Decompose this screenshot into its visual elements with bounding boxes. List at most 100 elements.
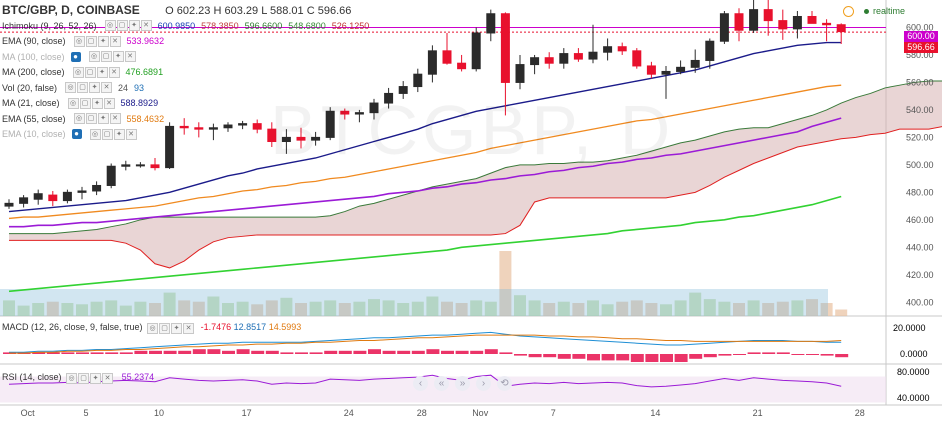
- candle-body: [617, 46, 627, 52]
- indicator-label: EMA (90, close): [2, 36, 66, 46]
- legend-buttons[interactable]: ◎ ▢ ✦ ✕: [72, 66, 120, 78]
- indicator-legend-row[interactable]: EMA (10, close) ● ◎ ▢ ✦ ✕: [2, 128, 137, 140]
- volume-bar: [353, 301, 366, 316]
- indicator-value: 93: [134, 82, 145, 93]
- legend-buttons[interactable]: ◎ ▢ ✦ ✕: [67, 97, 115, 109]
- macd-histogram-bar: [76, 352, 89, 354]
- indicator-label: EMA (10, close): [2, 129, 66, 139]
- macd-signal-line: [9, 334, 842, 354]
- macd-histogram-bar: [338, 350, 352, 354]
- indicator-value: 548.6800: [288, 20, 326, 31]
- y-tick-label: 420.00: [906, 270, 934, 280]
- macd-histogram-bar: [149, 350, 162, 354]
- scroll-end-icon[interactable]: »: [455, 376, 470, 391]
- candle-body: [734, 13, 744, 31]
- volume-bar: [338, 303, 351, 316]
- volume-bar: [265, 300, 278, 316]
- candle-body: [384, 92, 394, 104]
- volume-bar: [441, 301, 453, 316]
- candle-body: [121, 164, 131, 167]
- candle-body: [413, 73, 423, 88]
- legend-buttons[interactable]: ◎ ▢ ✦ ✕: [73, 35, 121, 47]
- indicator-legend-row[interactable]: EMA (90, close) ◎ ▢ ✦ ✕ 533.9632: [2, 35, 165, 47]
- candle-body: [92, 184, 102, 192]
- y-tick-label: 540.00: [906, 105, 934, 115]
- volume-bar: [90, 301, 103, 316]
- y-tick-label: 400.00: [906, 297, 934, 307]
- macd-histogram-bar: [528, 354, 542, 358]
- indicator-value: 558.4632: [126, 113, 165, 124]
- macd-histogram-bar: [806, 354, 819, 355]
- candle-body: [267, 128, 277, 143]
- macd-histogram-bar: [32, 352, 46, 354]
- rsi-legend[interactable]: RSI (14, close) ◎ ▢ ✦ ✕ 55.2374: [2, 372, 155, 384]
- macd-histogram-bar: [411, 350, 425, 354]
- y-tick-label: 560.00: [906, 77, 934, 87]
- candle-body: [471, 32, 481, 70]
- ema90-line: [9, 117, 842, 228]
- legend-buttons[interactable]: ◎ ▢ ✦ ✕: [89, 128, 137, 140]
- indicator-legend-row[interactable]: EMA (55, close) ◎ ▢ ✦ ✕ 558.4632: [2, 113, 164, 124]
- eye-icon[interactable]: ●: [71, 129, 82, 139]
- macd-histogram-bar: [733, 354, 746, 355]
- indicator-legend-row[interactable]: MA (200, close) ◎ ▢ ✦ ✕ 476.6891: [2, 66, 163, 78]
- indicator-legend-row[interactable]: MA (100, close) ● ◎ ▢ ✦ ✕: [2, 51, 136, 62]
- volume-bar: [397, 303, 410, 316]
- reset-zoom-icon[interactable]: ⟲: [497, 376, 512, 391]
- x-tick-label: 5: [83, 408, 88, 418]
- volume-bar: [762, 303, 775, 316]
- realtime-status: realtime: [843, 6, 905, 17]
- volume-bar: [484, 301, 497, 316]
- macd-histogram-bar: [222, 350, 235, 354]
- x-tick-label: 7: [551, 408, 556, 418]
- legend-buttons[interactable]: ◎ ▢ ✦ ✕: [104, 20, 152, 31]
- candle-body: [4, 202, 14, 207]
- symbol-title[interactable]: BTC/GBP, D, COINBASE: [2, 3, 140, 17]
- scroll-right-icon[interactable]: ›: [476, 376, 491, 391]
- macd-histogram-bar: [689, 354, 703, 359]
- macd-histogram-bar: [557, 354, 571, 359]
- volume-bar: [17, 305, 30, 316]
- legend-buttons[interactable]: ◎ ▢ ✦ ✕: [65, 82, 113, 93]
- indicator-value: 578.3850: [201, 20, 239, 31]
- rsi-axis-bottom: 40.0000: [897, 393, 930, 403]
- volume-bar: [309, 301, 322, 316]
- legend-buttons[interactable]: ◎ ▢ ✦ ✕: [73, 113, 121, 124]
- y-tick-label: 460.00: [906, 215, 934, 225]
- candle-body: [135, 164, 145, 167]
- macd-histogram-bar: [265, 350, 279, 354]
- candle-body: [676, 66, 686, 72]
- volume-bar: [557, 301, 570, 316]
- ema55-line: [8, 84, 842, 220]
- indicator-value: 24: [118, 82, 129, 93]
- volume-bar: [295, 303, 307, 316]
- scroll-start-icon[interactable]: «: [434, 376, 449, 391]
- volume-bar: [660, 304, 672, 316]
- alert-clock-icon[interactable]: [843, 6, 854, 17]
- volume-bar: [499, 251, 512, 316]
- indicator-legend-row[interactable]: MA (21, close) ◎ ▢ ✦ ✕ 588.8929: [2, 97, 158, 109]
- volume-bar: [149, 303, 161, 316]
- ohlc-readout: O 602.23 H 603.29 L 588.01 C 596.66: [165, 5, 352, 17]
- indicator-legend-row[interactable]: Ichimoku (9, 26, 52, 26) ◎ ▢ ✦ ✕ 600.9850 578.…: [2, 20, 369, 31]
- candle-body: [500, 13, 510, 83]
- volume-bar: [32, 303, 45, 316]
- macd-histogram-bar: [674, 354, 688, 362]
- macd-histogram-bar: [630, 354, 644, 362]
- volume-bar: [119, 305, 132, 316]
- macd-histogram-bar: [280, 352, 294, 354]
- rsi-axis-top: 80.0000: [897, 367, 930, 377]
- eye-icon[interactable]: ●: [70, 51, 81, 62]
- volume-ma-band: [0, 289, 828, 316]
- indicator-value: 533.9632: [126, 36, 165, 46]
- volume-bar: [543, 303, 556, 316]
- indicator-legend-row[interactable]: Vol (20, false) ◎ ▢ ✦ ✕ 24 93: [2, 82, 144, 93]
- macd-histogram-bar: [543, 354, 557, 358]
- legend-buttons[interactable]: ◎ ▢ ✦ ✕: [88, 51, 136, 62]
- candle-body: [763, 9, 773, 22]
- macd-legend[interactable]: MACD (12, 26, close, 9, false, true) ◎ ▢ ✦…: [2, 322, 302, 334]
- scroll-left-icon[interactable]: ‹: [413, 376, 428, 391]
- macd-histogram-bar: [61, 352, 75, 354]
- candle-body: [281, 136, 291, 143]
